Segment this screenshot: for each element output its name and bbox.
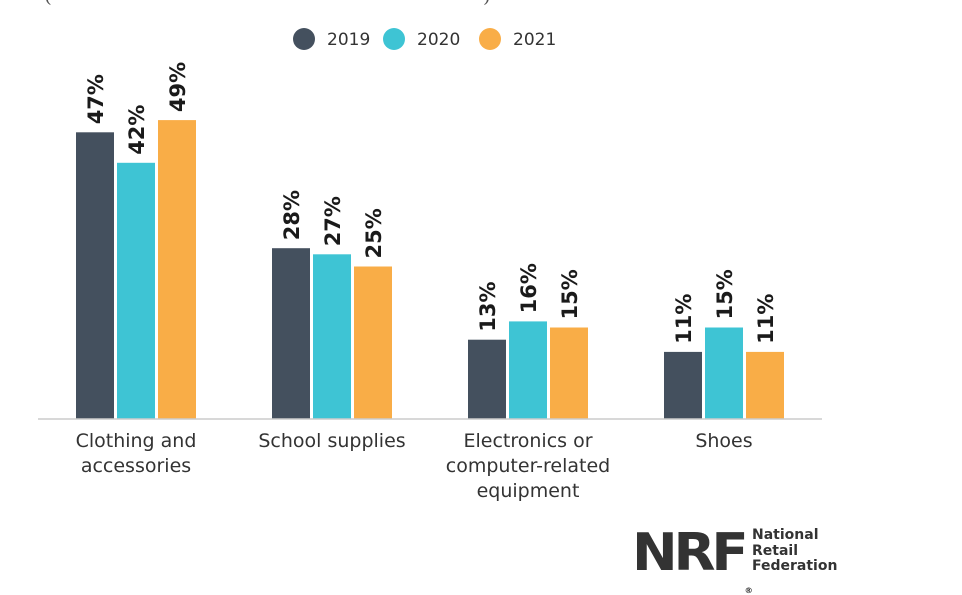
data-label: 15% [713,269,737,319]
data-label: 16% [517,263,541,313]
bar-2021 [550,327,588,419]
data-label: 47% [84,74,108,124]
category-labels: Clothing and accessories School supplies El… [76,430,753,502]
bar-2020 [705,327,743,419]
data-label: 15% [558,269,582,319]
category-label: equipment [477,480,580,502]
bar-2021 [354,266,392,419]
data-label: 49% [166,62,190,112]
bar-2019 [468,339,506,419]
data-label: 42% [125,105,149,155]
category-label: Clothing and [76,430,197,452]
data-label: 11% [754,294,778,344]
legend-swatch-2020 [383,28,405,50]
bar-2021 [746,351,784,419]
legend-label-2020: 2020 [417,30,460,50]
logo-name-line: Retail [752,542,799,559]
category-label: Electronics or [463,430,592,452]
data-label: 13% [476,281,500,331]
data-label: 25% [362,208,386,258]
legend-label-2019: 2019 [327,30,370,50]
header-fragment-open: ( [44,0,52,7]
category-label: computer-related [446,455,610,477]
header-fragment-close: ) [483,0,491,7]
data-label: 11% [672,294,696,344]
bar-2020 [117,162,155,420]
category-label: Shoes [695,430,752,452]
legend-label-2021: 2021 [513,30,556,50]
legend-swatch-2019 [293,28,315,50]
legend-swatch-2021 [479,28,501,50]
nrf-logo-name: National Retail Federation [752,527,838,575]
chart-legend: 2019 2020 2021 [293,28,556,50]
bar-group: 47% 42% 49% 28% 27% 25% 13% 16% 15% 11% 15% 11% [76,62,784,420]
data-label: 28% [280,190,304,240]
nrf-logo: NRF® National Retail Federation [632,523,852,595]
bar-2019 [272,248,310,419]
bar-2021 [158,120,196,419]
logo-name-line: National [752,527,819,543]
category-label: School supplies [258,430,405,452]
bar-2020 [313,254,351,419]
nrf-logo-mark: NRF® [632,523,753,595]
bar-2019 [76,132,114,420]
bar-2020 [509,321,547,419]
bar-2019 [664,351,702,419]
logo-name-line: Federation [752,558,838,574]
data-label: 27% [321,196,345,246]
category-label: accessories [81,455,191,477]
